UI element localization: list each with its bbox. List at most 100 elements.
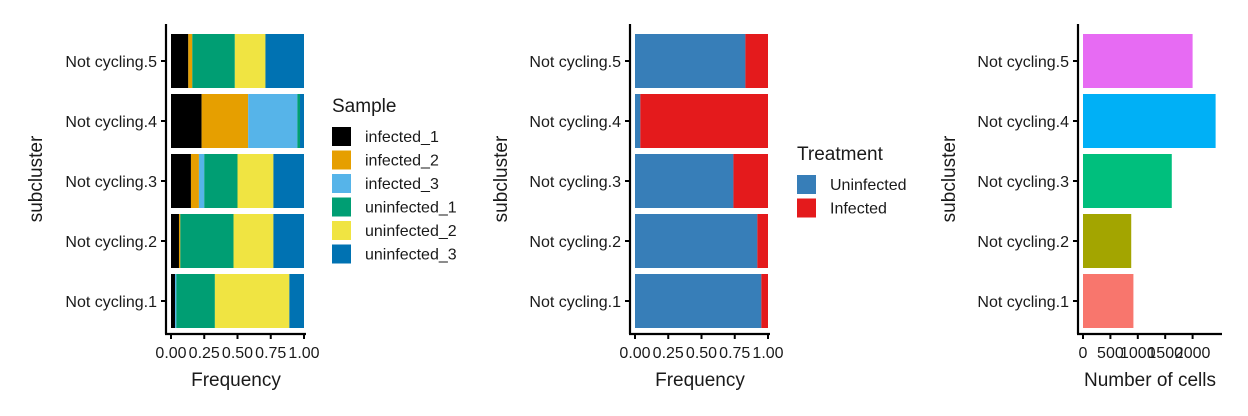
- bar-infected_3-not-cycling.3: [198, 154, 205, 208]
- bar-Infected-not-cycling.1: [761, 274, 768, 328]
- legend-key: [332, 150, 351, 170]
- bar-uninfected_3-not-cycling.3: [273, 154, 304, 208]
- x-tick-label: 0.25: [189, 345, 220, 362]
- x-axis-title: Frequency: [655, 370, 745, 391]
- bar-uninfected_3-not-cycling.4: [300, 94, 304, 148]
- y-tick-label: Not cycling.3: [65, 174, 157, 191]
- bar-uninfected_3-not-cycling.1: [289, 274, 304, 328]
- x-tick-label: 0.50: [686, 345, 717, 362]
- bar-infected_2-not-cycling.2: [178, 214, 181, 268]
- bar-infected_3-not-cycling.4: [248, 94, 298, 148]
- x-tick-label: 0.00: [619, 345, 650, 362]
- legend-key: [332, 197, 351, 217]
- chart-panel-1: Not cycling.1 Not cycling.2 Not cycling.3 N…: [26, 24, 457, 391]
- y-tick-label: Not cycling.2: [65, 234, 157, 251]
- chart-panel-3: Not cycling.1 Not cycling.2 Not cycling.3 N…: [939, 24, 1222, 391]
- y-tick-label: Not cycling.4: [65, 114, 157, 131]
- bar-infected_1-not-cycling.3: [171, 154, 191, 208]
- x-tick-label: 500: [1097, 345, 1124, 362]
- x-tick-label: 2000: [1175, 345, 1211, 362]
- x-tick-label: 0.25: [653, 345, 684, 362]
- x-tick-label: 1500: [1147, 345, 1183, 362]
- bar-infected_2-not-cycling.5: [188, 34, 193, 88]
- bar-uninfected_2-not-cycling.5: [234, 34, 266, 88]
- y-tick-label: Not cycling.5: [529, 54, 621, 71]
- bar-Infected-not-cycling.2: [757, 214, 768, 268]
- legend-key: [797, 175, 816, 194]
- bar-Infected-not-cycling.4: [640, 94, 768, 148]
- bar-Uninfected-not-cycling.4: [635, 94, 641, 148]
- x-tick-label: 0.00: [155, 345, 186, 362]
- bar-not-cycling.5: [1083, 34, 1193, 88]
- legend-title: Treatment: [797, 144, 884, 165]
- bar-infected_2-not-cycling.3: [190, 154, 199, 208]
- y-tick-label: Not cycling.5: [65, 54, 157, 71]
- y-axis-title: subcluster: [491, 135, 512, 222]
- x-tick-label: 1.00: [752, 345, 783, 362]
- bar-uninfected_2-not-cycling.1: [214, 274, 290, 328]
- bar-uninfected_1-not-cycling.3: [204, 154, 238, 208]
- bar-Uninfected-not-cycling.1: [635, 274, 762, 328]
- legend-label: uninfected_3: [365, 247, 457, 264]
- legend-label: infected_3: [365, 176, 439, 193]
- bar-uninfected_1-not-cycling.1: [176, 274, 215, 328]
- legend-label: infected_1: [365, 129, 439, 146]
- bar-Uninfected-not-cycling.5: [635, 34, 746, 88]
- legend-title: Sample: [332, 96, 396, 117]
- legend-label: uninfected_1: [365, 200, 457, 217]
- x-tick-label: 0.75: [719, 345, 750, 362]
- legend-label: Infected: [830, 201, 887, 218]
- x-tick-label: 1.00: [288, 345, 319, 362]
- bar-uninfected_1-not-cycling.5: [192, 34, 235, 88]
- y-tick-label: Not cycling.2: [977, 234, 1069, 251]
- bar-Uninfected-not-cycling.3: [635, 154, 734, 208]
- legend-key: [332, 221, 351, 240]
- bar-not-cycling.3: [1083, 154, 1172, 208]
- bar-uninfected_3-not-cycling.5: [265, 34, 304, 88]
- bar-infected_1-not-cycling.5: [171, 34, 189, 88]
- y-tick-label: Not cycling.3: [977, 174, 1069, 191]
- legend-key: [332, 127, 351, 146]
- y-axis-title: subcluster: [939, 135, 960, 222]
- legend: Sample infected_1 infected_2 infected_3unin…: [332, 96, 457, 264]
- bar-not-cycling.4: [1083, 94, 1216, 148]
- bar-uninfected_1-not-cycling.2: [180, 214, 234, 268]
- x-axis-title: Frequency: [191, 370, 281, 391]
- bar-infected_1-not-cycling.4: [171, 94, 202, 148]
- y-tick-label: Not cycling.1: [977, 294, 1069, 311]
- bar-Infected-not-cycling.3: [733, 154, 768, 208]
- bar-Infected-not-cycling.5: [745, 34, 768, 88]
- y-tick-label: Not cycling.3: [529, 174, 621, 191]
- y-tick-label: Not cycling.4: [529, 114, 621, 131]
- x-axis-title: Number of cells: [1084, 370, 1216, 391]
- y-tick-label: Not cycling.1: [65, 294, 157, 311]
- y-axis-title: subcluster: [26, 135, 47, 222]
- legend-key: [332, 244, 351, 264]
- bar-infected_2-not-cycling.4: [201, 94, 249, 148]
- y-tick-label: Not cycling.5: [977, 54, 1069, 71]
- y-tick-label: Not cycling.2: [529, 234, 621, 251]
- legend-key: [332, 174, 351, 193]
- bar-infected_1-not-cycling.1: [171, 274, 175, 328]
- x-tick-label: 0.50: [222, 345, 253, 362]
- legend-label: uninfected_2: [365, 223, 457, 240]
- bar-uninfected_2-not-cycling.3: [237, 154, 274, 208]
- bar-uninfected_1-not-cycling.4: [297, 94, 301, 148]
- x-tick-label: 0: [1079, 345, 1088, 362]
- y-tick-label: Not cycling.1: [529, 294, 621, 311]
- bar-infected_3-not-cycling.1: [174, 274, 177, 328]
- bar-infected_1-not-cycling.2: [171, 214, 179, 268]
- legend-label: Uninfected: [830, 177, 907, 194]
- legend-key: [797, 198, 816, 218]
- legend: Treatment Uninfected Infected: [797, 144, 907, 218]
- bar-not-cycling.2: [1083, 214, 1132, 268]
- y-tick-label: Not cycling.4: [977, 114, 1069, 131]
- bar-uninfected_2-not-cycling.2: [233, 214, 274, 268]
- bar-not-cycling.1: [1083, 274, 1134, 328]
- bar-uninfected_3-not-cycling.2: [273, 214, 304, 268]
- chart-panel-2: Not cycling.1 Not cycling.2 Not cycling.3 N…: [491, 24, 907, 391]
- bar-Uninfected-not-cycling.2: [635, 214, 758, 268]
- x-tick-label: 0.75: [255, 345, 286, 362]
- x-tick-label: 1000: [1120, 345, 1156, 362]
